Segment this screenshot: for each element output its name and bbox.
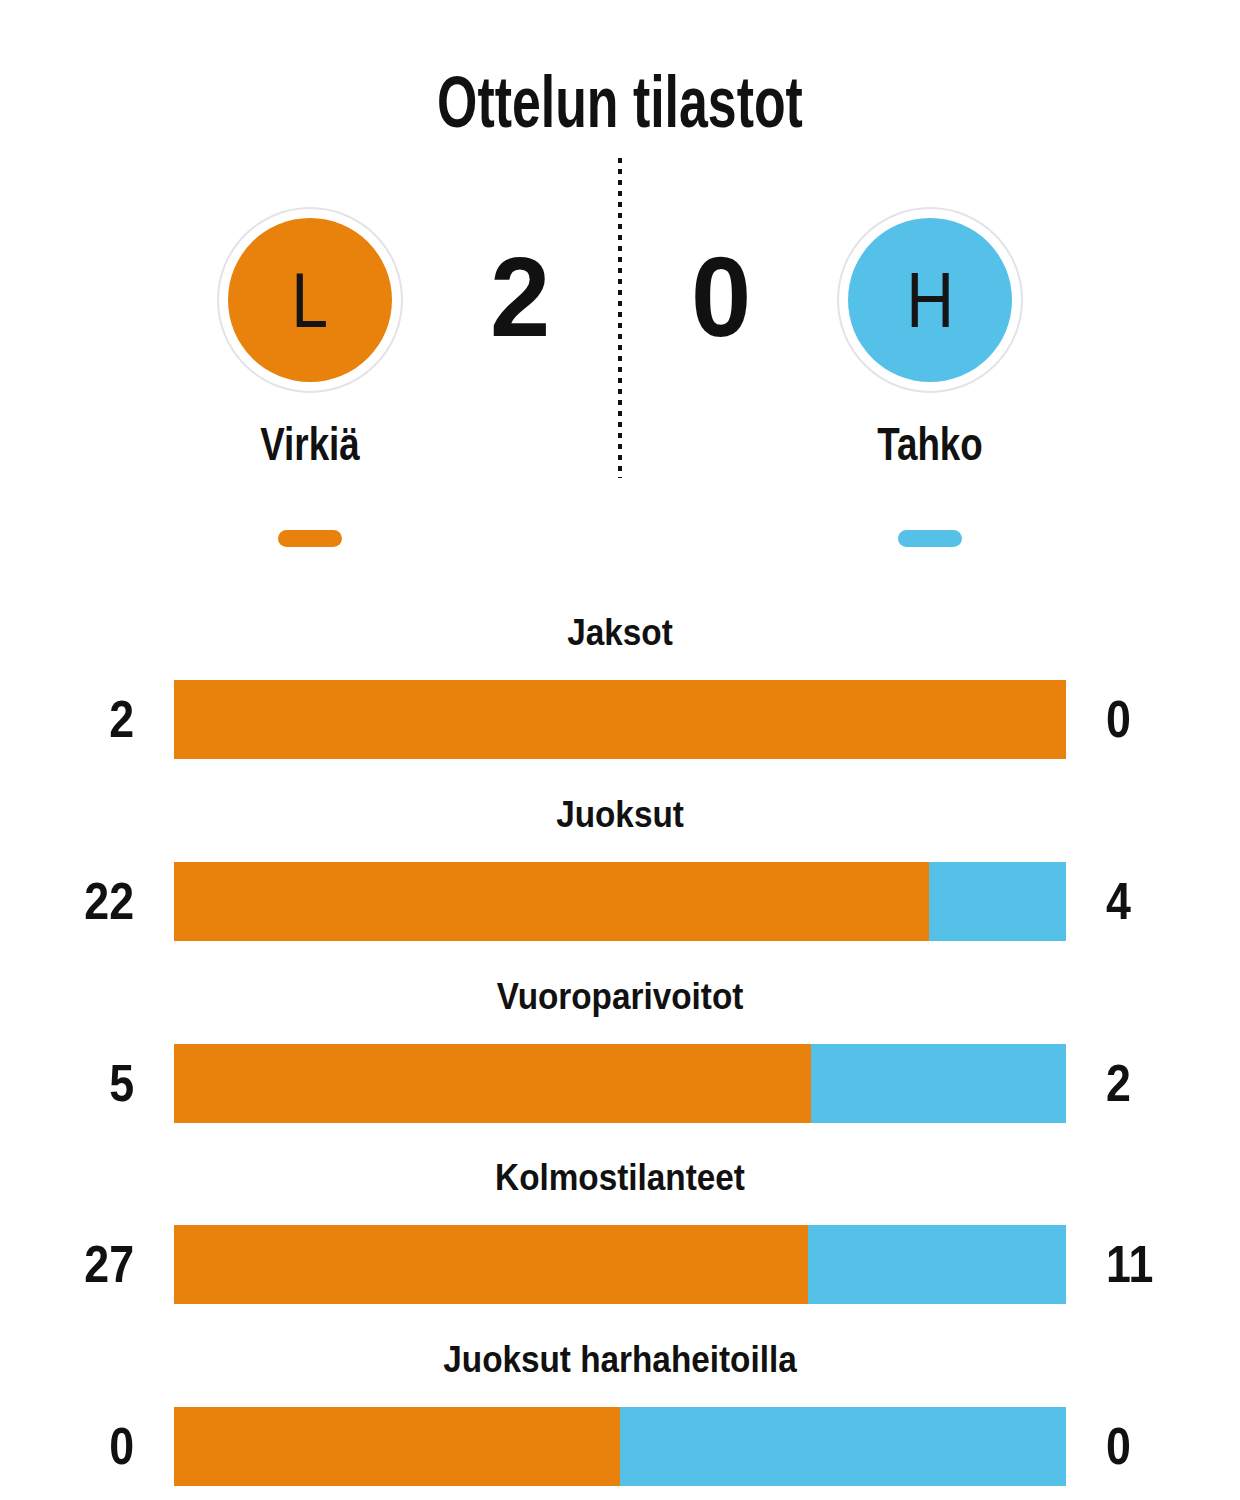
page-title: Ottelun tilastot [174, 64, 1067, 140]
stat-value-home: 5 [19, 1044, 134, 1123]
stat-value-home: 22 [19, 862, 134, 941]
stat-label: Juoksut [62, 792, 1178, 838]
home-team-badge-ring: L [217, 207, 403, 393]
home-team-name: Virkiä [190, 421, 430, 467]
stat-bar [174, 1225, 1066, 1304]
stat-bar-away-segment [811, 1044, 1066, 1123]
stat-label: Jaksot [62, 610, 1178, 656]
away-score: 0 [645, 235, 797, 359]
stat-value-away: 0 [1106, 1407, 1221, 1486]
stat-bar-home-segment [174, 862, 929, 941]
stat-bar-away-segment [620, 1407, 1066, 1486]
stat-bar [174, 862, 1066, 941]
stat-bar-home-segment [174, 1225, 808, 1304]
stat-bar-home-segment [174, 1407, 620, 1486]
stat-bar-away-segment [929, 862, 1066, 941]
away-team-letter: H [906, 255, 954, 346]
stat-label: Juoksut harhaheitoilla [62, 1337, 1178, 1383]
stat-row: Kolmostilanteet 27 11 [0, 1155, 1240, 1304]
home-team-letter: L [292, 255, 329, 346]
away-color-swatch [898, 530, 962, 547]
stat-bar [174, 1407, 1066, 1486]
stat-row: Juoksut 22 4 [0, 792, 1240, 941]
home-color-swatch [278, 530, 342, 547]
stat-value-away: 11 [1106, 1225, 1221, 1304]
stat-bar-home-segment [174, 1044, 811, 1123]
stat-value-home: 27 [19, 1225, 134, 1304]
stat-value-home: 0 [19, 1407, 134, 1486]
match-stats-infographic: Ottelun tilastot L H 2 0 Virkiä Tahko Ja… [0, 0, 1240, 1500]
stat-bar-away-segment [808, 1225, 1066, 1304]
home-score: 2 [444, 235, 596, 359]
stat-bar [174, 680, 1066, 759]
stat-label: Kolmostilanteet [62, 1155, 1178, 1201]
away-team-name: Tahko [810, 421, 1050, 467]
stat-value-away: 0 [1106, 680, 1221, 759]
stat-value-away: 4 [1106, 862, 1221, 941]
away-team-badge: H [848, 218, 1012, 382]
stat-row: Vuoroparivoitot 5 2 [0, 974, 1240, 1123]
stat-bar-home-segment [174, 680, 1066, 759]
away-team-badge-ring: H [837, 207, 1023, 393]
stat-value-home: 2 [19, 680, 134, 759]
stat-row: Juoksut harhaheitoilla 0 0 [0, 1337, 1240, 1486]
home-team-badge: L [228, 218, 392, 382]
stat-value-away: 2 [1106, 1044, 1221, 1123]
stat-label: Vuoroparivoitot [62, 974, 1178, 1020]
stat-bar [174, 1044, 1066, 1123]
center-dotted-divider [618, 158, 622, 478]
stat-row: Jaksot 2 0 [0, 610, 1240, 759]
